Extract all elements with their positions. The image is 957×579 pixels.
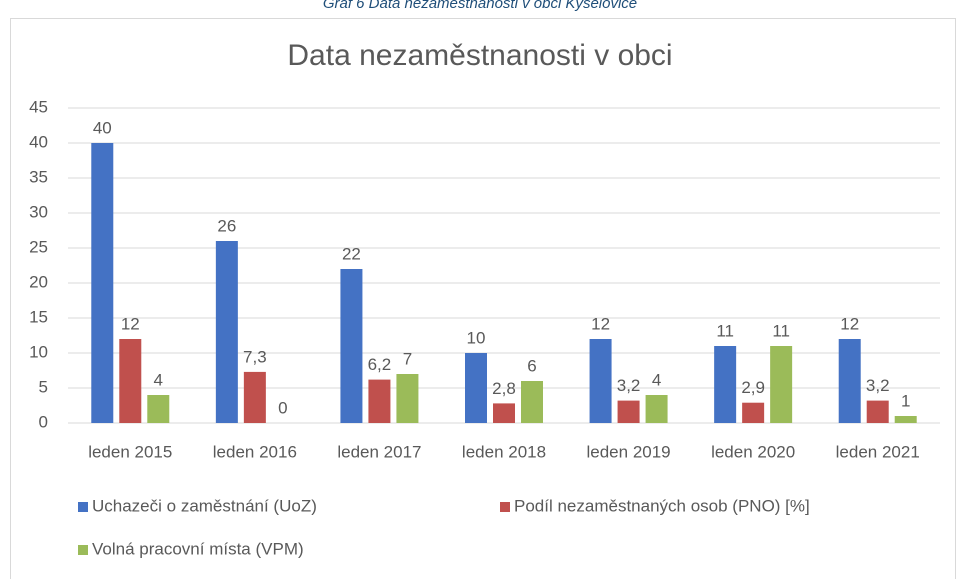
value-label: 3,2 bbox=[617, 376, 641, 395]
y-tick-label: 40 bbox=[29, 132, 48, 151]
y-tick-label: 10 bbox=[29, 342, 48, 361]
value-label: 7 bbox=[403, 349, 412, 368]
bar bbox=[645, 395, 668, 423]
bar bbox=[493, 403, 515, 423]
bar bbox=[742, 402, 765, 423]
value-label: 3,2 bbox=[866, 376, 890, 395]
chart-frame bbox=[10, 18, 956, 579]
bar bbox=[838, 339, 861, 423]
y-tick-label: 15 bbox=[29, 307, 48, 326]
value-label: 7,3 bbox=[243, 347, 267, 366]
value-label: 4 bbox=[652, 370, 661, 389]
legend-label: Podíl nezaměstnaných osob (PNO) [%] bbox=[514, 496, 810, 515]
chart-title: Data nezaměstnanosti v obci bbox=[287, 39, 672, 72]
y-tick-label: 30 bbox=[29, 202, 48, 221]
y-tick-label: 0 bbox=[39, 412, 48, 431]
value-label: 11 bbox=[716, 321, 734, 340]
value-label: 26 bbox=[217, 216, 236, 235]
caption: Graf 6 Data nezaměstnanosti v obci Kysel… bbox=[323, 0, 637, 12]
value-label: 1 bbox=[901, 391, 910, 410]
legend-swatch bbox=[500, 502, 510, 512]
x-tick-label: leden 2016 bbox=[213, 442, 297, 461]
x-tick-label: leden 2019 bbox=[587, 442, 671, 461]
value-label: 12 bbox=[840, 314, 859, 333]
bar bbox=[147, 395, 170, 423]
x-tick-label: leden 2015 bbox=[88, 442, 172, 461]
bar bbox=[119, 339, 142, 423]
bar bbox=[521, 381, 543, 423]
value-label: 40 bbox=[93, 118, 112, 137]
value-label: 6,2 bbox=[368, 355, 392, 374]
y-tick-label: 45 bbox=[29, 97, 48, 116]
bar bbox=[243, 371, 266, 423]
bar bbox=[714, 346, 737, 423]
bar bbox=[617, 400, 640, 423]
bar bbox=[770, 346, 793, 423]
legend-label: Uchazeči o zaměstnání (UoZ) bbox=[92, 496, 317, 515]
y-tick-label: 5 bbox=[39, 377, 48, 396]
value-label: 22 bbox=[342, 244, 361, 263]
value-label: 2,8 bbox=[492, 379, 516, 398]
value-label: 2,9 bbox=[741, 378, 765, 397]
bar bbox=[465, 353, 487, 423]
value-label: 0 bbox=[278, 398, 287, 417]
value-label: 6 bbox=[527, 356, 536, 375]
bar bbox=[368, 379, 391, 423]
x-tick-label: leden 2021 bbox=[836, 442, 920, 461]
bar bbox=[589, 339, 612, 423]
y-tick-label: 20 bbox=[29, 272, 48, 291]
bar bbox=[866, 400, 889, 423]
y-tick-label: 25 bbox=[29, 237, 48, 256]
x-tick-label: leden 2017 bbox=[337, 442, 421, 461]
value-label: 12 bbox=[591, 314, 610, 333]
legend-label: Volná pracovní místa (VPM) bbox=[92, 539, 304, 558]
bar bbox=[396, 374, 419, 423]
y-tick-label: 35 bbox=[29, 167, 48, 186]
bar bbox=[91, 143, 114, 423]
value-label: 11 bbox=[772, 321, 790, 340]
x-tick-label: leden 2018 bbox=[462, 442, 546, 461]
legend-swatch bbox=[78, 545, 88, 555]
legend-swatch bbox=[78, 502, 88, 512]
value-label: 10 bbox=[467, 328, 486, 347]
bar bbox=[215, 241, 238, 423]
bar bbox=[894, 416, 917, 423]
bar bbox=[340, 269, 363, 423]
value-label: 12 bbox=[121, 314, 140, 333]
value-label: 4 bbox=[154, 370, 163, 389]
x-tick-label: leden 2020 bbox=[711, 442, 795, 461]
